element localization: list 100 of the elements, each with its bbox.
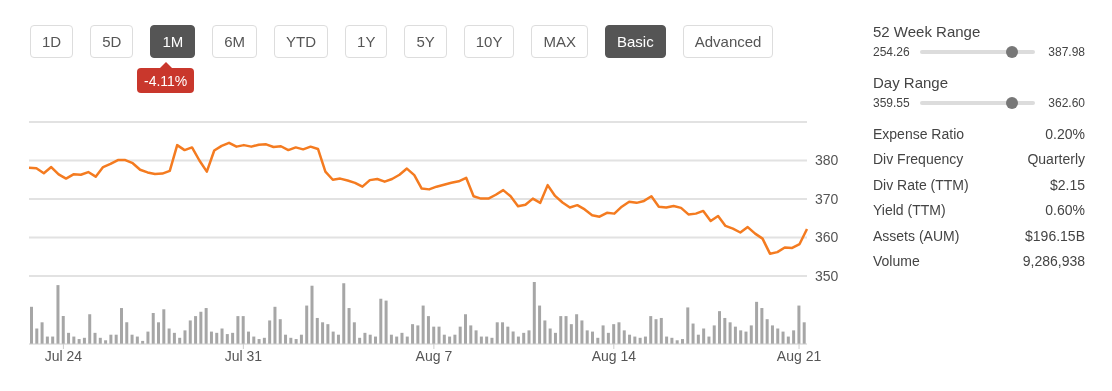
bar (770, 325, 774, 344)
bar (458, 326, 462, 344)
text: 254.26 (873, 45, 910, 59)
bar (411, 324, 415, 344)
bar (40, 322, 44, 344)
bar (278, 319, 282, 344)
bar (310, 285, 314, 344)
bar (765, 319, 769, 344)
bar (183, 330, 187, 344)
bar (151, 313, 155, 344)
text: 0.20% (1045, 126, 1085, 142)
bar (93, 332, 97, 344)
bar (606, 332, 610, 344)
bar (347, 308, 351, 344)
y-tick-label: 360 (815, 229, 839, 246)
bar (728, 322, 732, 344)
bar (622, 330, 626, 344)
text: 362.60 (1048, 96, 1085, 110)
text: Quarterly (1027, 151, 1085, 168)
bar (125, 322, 129, 344)
bar (30, 306, 33, 344)
bar (437, 326, 441, 344)
text: 5D (90, 25, 134, 58)
text: 387.98 (1048, 45, 1085, 59)
bar (712, 325, 716, 344)
bar (612, 324, 616, 344)
bar (585, 330, 589, 344)
bar (543, 320, 547, 344)
bar (501, 322, 505, 344)
text: 9,286,938 (1022, 253, 1085, 269)
bar (215, 332, 219, 344)
bar (61, 316, 65, 344)
text: 0.60% (1045, 202, 1085, 219)
x-tick-label: Aug 21 (776, 347, 822, 364)
text: 6M (212, 25, 258, 58)
bar (384, 300, 388, 344)
bar (532, 282, 536, 344)
bar (188, 320, 192, 344)
text: 10Y (463, 25, 515, 58)
bar (617, 322, 621, 344)
y-tick-label: 350 (815, 267, 839, 284)
bar (723, 317, 727, 344)
x-tick-label: Jul 31 (224, 347, 263, 364)
bar (691, 323, 695, 344)
bar (231, 332, 235, 344)
bar (236, 316, 240, 344)
bar (157, 322, 161, 344)
bar (56, 285, 60, 344)
bar (162, 309, 166, 344)
bar (718, 311, 722, 344)
bar (649, 316, 653, 344)
text: Div Frequency (873, 151, 964, 168)
x-tick-label: Aug 7 (415, 347, 453, 364)
bar (506, 326, 510, 344)
bar (733, 326, 737, 344)
text: Assets (AUM) (873, 227, 960, 244)
text: 1M (150, 25, 196, 58)
bar (601, 325, 605, 344)
text: -4.11% (137, 68, 195, 93)
bar (326, 324, 330, 344)
bar (273, 306, 277, 344)
bar (416, 325, 420, 344)
x-tick-label: Aug 14 (591, 347, 637, 364)
bar (569, 324, 573, 344)
bar (580, 320, 584, 344)
text: MAX (531, 25, 588, 58)
bar (760, 308, 764, 344)
bar (792, 330, 796, 344)
bar (522, 332, 526, 344)
bar (802, 322, 806, 344)
text: Volume (873, 253, 920, 269)
bar (352, 322, 356, 344)
bar (749, 325, 753, 344)
text: $196.15B (1025, 227, 1085, 244)
bar (495, 322, 499, 344)
bar (575, 314, 579, 344)
bar (241, 316, 245, 344)
bar (321, 322, 325, 344)
text: 359.55 (873, 96, 910, 110)
x-tick-label: Jul 24 (44, 347, 83, 364)
bar (686, 307, 690, 344)
bar (268, 320, 272, 344)
bar (564, 316, 568, 344)
text: 1D (30, 25, 74, 58)
bar (305, 305, 309, 344)
bar (225, 334, 229, 344)
bar (797, 305, 801, 344)
bar (654, 319, 658, 344)
bar (315, 317, 319, 344)
bar (755, 301, 759, 344)
bar (67, 332, 71, 344)
bar (421, 305, 425, 344)
text: 52 Week Range (873, 23, 981, 40)
bar (474, 330, 478, 344)
y-tick-label: 380 (815, 152, 839, 169)
bar (119, 308, 123, 344)
text: 5Y (404, 25, 447, 58)
bar (739, 330, 743, 344)
bar (199, 311, 203, 344)
text: YTD (274, 25, 329, 58)
